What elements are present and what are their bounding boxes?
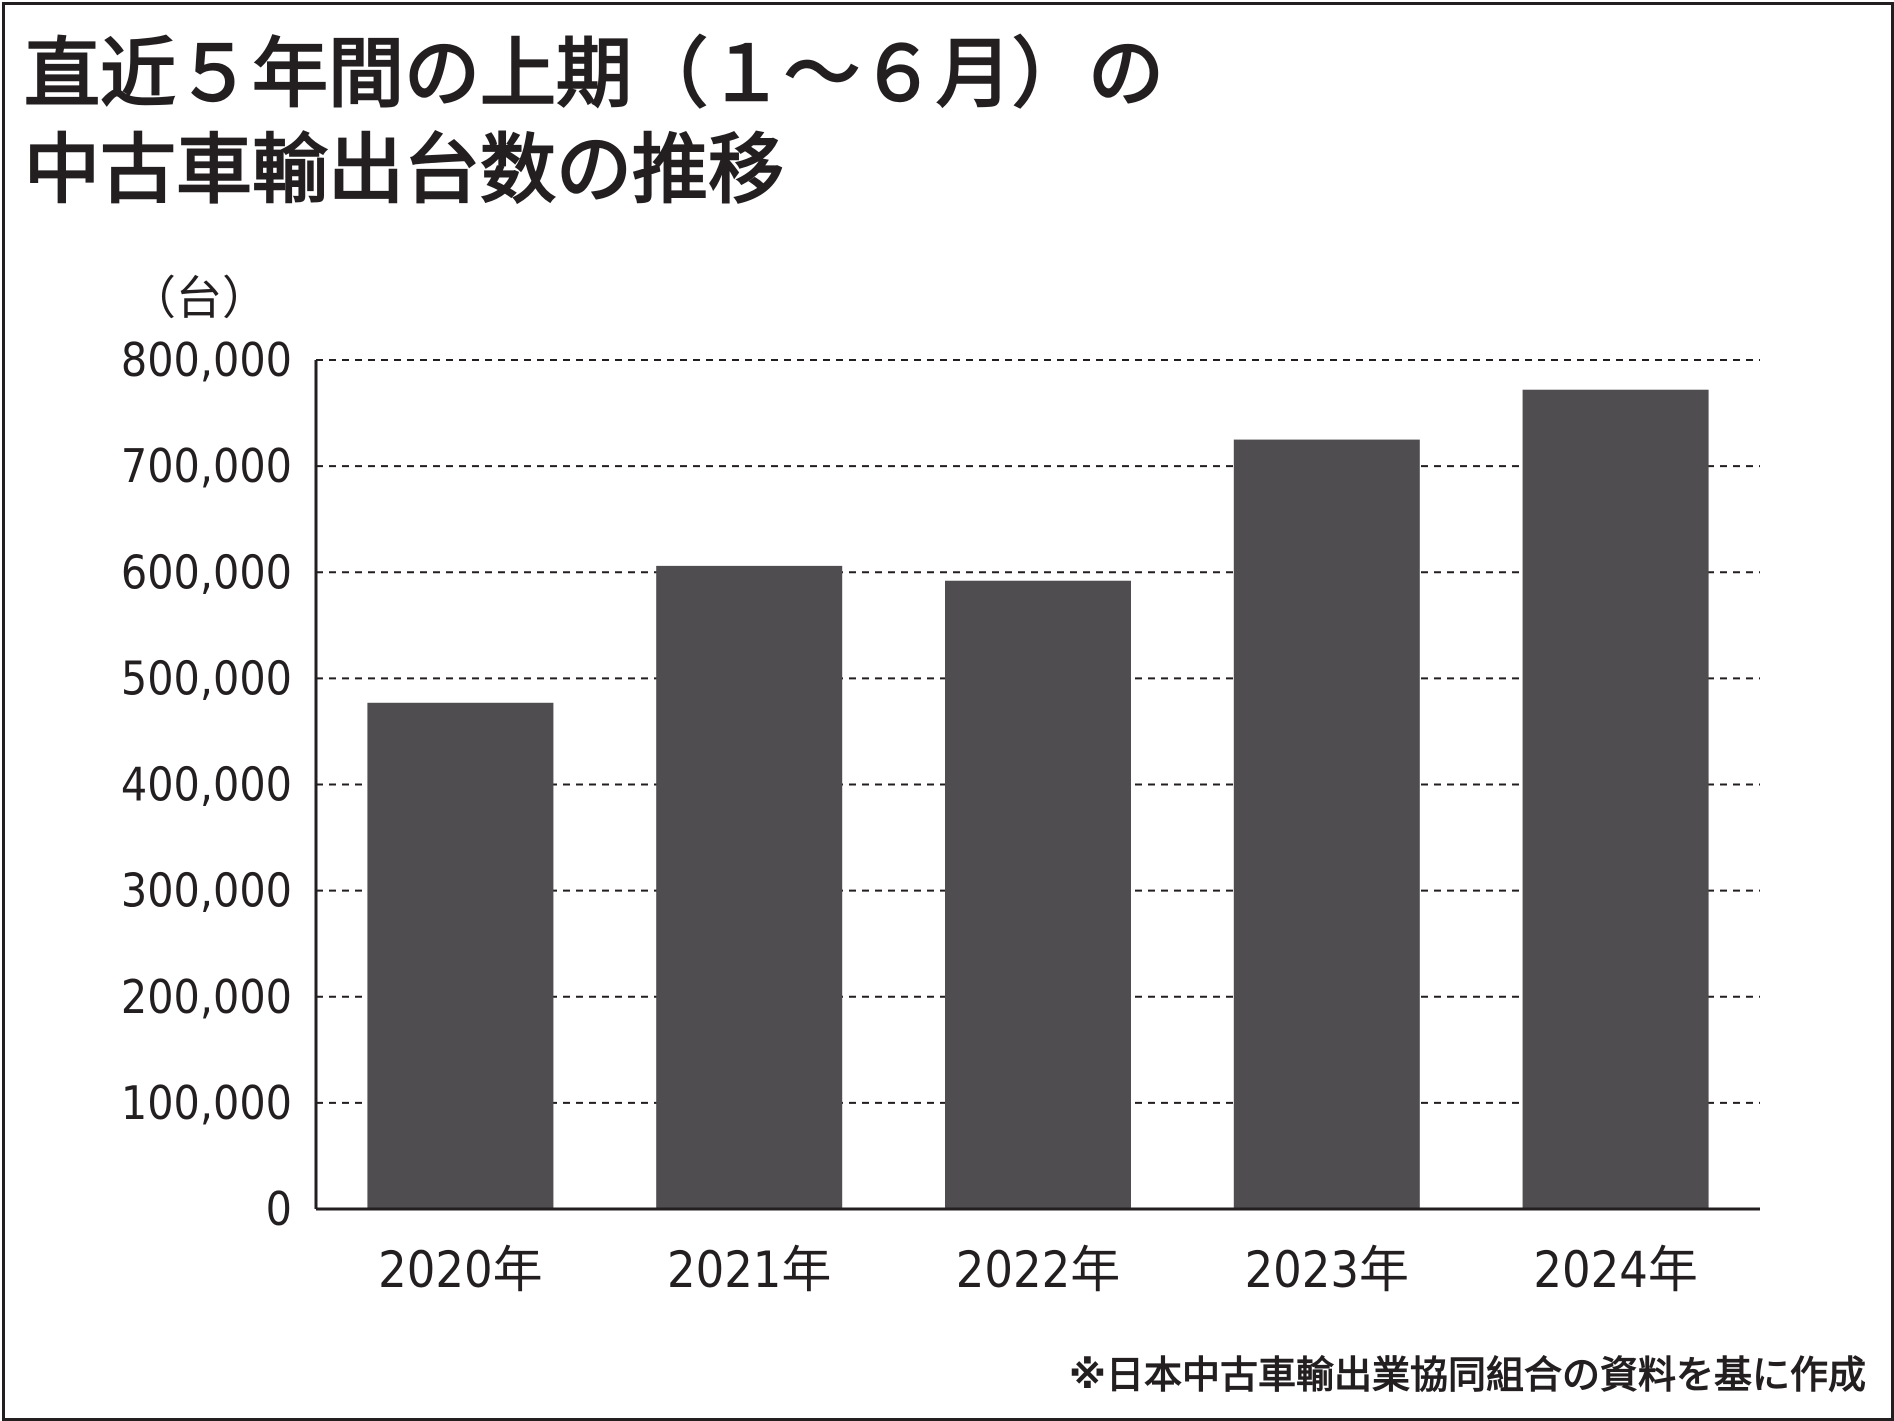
- x-axis-tick-labels: 2020年 2021年 2022年 2023年 2024年: [378, 1241, 1698, 1299]
- bar-2021年: [656, 565, 843, 1209]
- x-tick-label: 2021年: [667, 1241, 831, 1299]
- y-tick-label: 0: [266, 1182, 292, 1236]
- bar-2022年: [945, 580, 1131, 1209]
- y-tick-label: 700,000: [121, 439, 292, 493]
- y-tick-label: 800,000: [121, 333, 292, 387]
- x-tick-label: 2022年: [956, 1241, 1120, 1299]
- y-tick-label: 500,000: [121, 651, 292, 705]
- axes: [314, 360, 1760, 1211]
- bar-2024年: [1522, 389, 1709, 1210]
- bar-2020年: [367, 702, 554, 1209]
- source-note: ※日本中古車輸出業協同組合の資料を基に作成: [1069, 1353, 1866, 1397]
- y-tick-label: 600,000: [121, 545, 292, 599]
- chart-title-line-1: 直近５年間の上期（１～６月）の: [24, 29, 1164, 118]
- y-tick-label: 100,000: [121, 1076, 292, 1130]
- bar-2023年: [1233, 439, 1420, 1209]
- x-tick-label: 2023年: [1245, 1241, 1409, 1299]
- x-tick-label: 2024年: [1533, 1241, 1697, 1299]
- y-axis-unit-label: （台）: [130, 271, 268, 325]
- y-tick-label: 400,000: [121, 758, 292, 812]
- y-axis-tick-labels: 0 100,000 200,000 300,000 400,000 500,000 600,…: [121, 333, 292, 1236]
- bars: [367, 389, 1709, 1210]
- chart-title: 直近５年間の上期（１～６月）の 中古車輸出台数の推移: [24, 26, 1164, 218]
- y-tick-label: 200,000: [121, 970, 292, 1024]
- x-tick-label: 2020年: [378, 1241, 542, 1299]
- chart-title-line-2: 中古車輸出台数の推移: [24, 125, 784, 214]
- y-tick-label: 300,000: [121, 864, 292, 918]
